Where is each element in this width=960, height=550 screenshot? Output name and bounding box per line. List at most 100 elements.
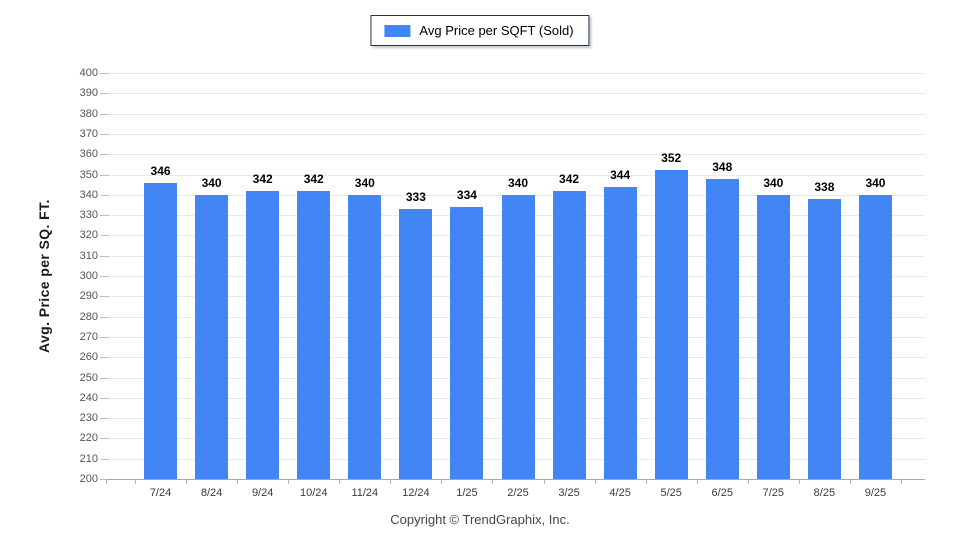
x-axis-tick (594, 480, 596, 484)
y-axis-tick (100, 154, 109, 156)
y-axis-tick-label: 350 (79, 168, 98, 181)
y-axis-tick (100, 255, 109, 257)
legend-color-swatch-icon (384, 24, 411, 37)
x-axis-tick (441, 480, 443, 484)
y-axis-tick (100, 194, 109, 196)
x-axis-tick-label: 4/25 (609, 487, 631, 499)
y-axis-tick-label: 400 (79, 67, 98, 79)
y-axis-tick-label: 250 (79, 371, 98, 384)
bar-value-label: 338 (814, 179, 835, 194)
x-axis-tick-label: 8/24 (200, 487, 223, 499)
bar (246, 190, 280, 479)
y-axis-tick (100, 397, 109, 399)
bar-value-label: 346 (150, 163, 171, 178)
y-axis-tick (100, 235, 109, 237)
y-axis-tick (100, 336, 109, 338)
bar (297, 190, 331, 479)
gridline (106, 154, 925, 156)
bar-value-label: 352 (661, 151, 682, 166)
bar-value-label: 340 (354, 175, 375, 190)
bar (195, 194, 229, 479)
x-axis-tick (901, 480, 902, 484)
x-axis-tick-label: 7/24 (149, 487, 172, 499)
x-axis-tick (849, 480, 851, 484)
x-axis-tick-label: 11/24 (351, 487, 379, 499)
x-axis-tick (543, 480, 545, 484)
bar-value-label: 344 (610, 167, 631, 182)
bar (450, 206, 484, 479)
y-axis-tick (100, 357, 109, 359)
x-axis-tick-label: 1/25 (456, 487, 478, 499)
bar (399, 209, 433, 479)
y-axis-tick (100, 438, 109, 440)
x-axis-tick (186, 480, 188, 484)
x-axis-tick-label: 5/25 (660, 487, 682, 499)
footer-copyright: Copyright © TrendGraphix, Inc. (390, 512, 570, 527)
y-axis-tick-label: 280 (79, 310, 98, 323)
bar-value-label: 340 (763, 175, 784, 190)
bar-value-label: 342 (303, 171, 324, 186)
bar-value-label: 348 (712, 159, 733, 174)
x-axis-tick (339, 480, 341, 484)
bar (144, 182, 178, 479)
x-axis-tick (390, 480, 392, 484)
bar (552, 190, 586, 479)
y-axis-tick-label: 270 (79, 330, 98, 343)
x-axis-tick-label: 3/25 (558, 487, 580, 499)
bar (603, 186, 637, 479)
y-axis-tick (100, 296, 109, 298)
y-axis-tick-label: 260 (79, 351, 98, 364)
gridline (106, 113, 925, 115)
bar-value-label: 333 (405, 190, 426, 204)
y-axis-tick (100, 113, 109, 115)
y-axis-tick (100, 215, 109, 217)
y-axis-tick (100, 73, 109, 74)
y-axis-tick-label: 310 (79, 249, 98, 262)
bar (807, 198, 841, 479)
x-axis-tick (106, 480, 107, 484)
bar (705, 178, 739, 479)
bar (858, 194, 892, 479)
bar (756, 194, 790, 479)
x-axis-tick-label: 7/25 (762, 487, 785, 499)
gridline (106, 174, 925, 176)
y-axis-tick-label: 380 (79, 107, 98, 120)
y-axis-tick (100, 418, 109, 420)
x-axis-tick-label: 9/25 (864, 487, 887, 499)
x-axis-tick-label: 12/24 (402, 487, 430, 499)
bar-value-label: 340 (865, 175, 886, 190)
bar-value-label: 342 (559, 171, 580, 186)
bar (501, 194, 535, 479)
y-axis-tick (100, 276, 109, 277)
y-axis-tick-label: 210 (79, 452, 98, 465)
x-axis-tick-label: 2/25 (507, 487, 529, 499)
x-axis-tick (288, 480, 290, 484)
bar (348, 194, 382, 479)
y-axis-tick-label: 290 (79, 290, 98, 303)
x-axis-tick-label: 10/24 (299, 487, 328, 499)
y-axis-tick (100, 479, 109, 480)
y-axis-tick-label: 220 (79, 432, 98, 445)
bar-value-label: 342 (252, 171, 273, 186)
x-axis-tick (237, 480, 239, 484)
y-axis-tick-label: 330 (79, 209, 98, 222)
y-axis-tick-label: 200 (79, 473, 98, 485)
x-axis-tick (747, 480, 749, 484)
x-axis-tick-label: 6/25 (711, 487, 733, 499)
y-axis-tick-label: 300 (79, 270, 98, 282)
x-axis-tick (135, 480, 136, 484)
bar-value-label: 334 (456, 187, 477, 202)
y-axis-tick-label: 240 (79, 391, 98, 404)
x-axis-tick-label: 8/25 (813, 487, 836, 499)
y-axis-tick-label: 320 (79, 229, 98, 242)
x-axis-tick (696, 480, 698, 484)
y-axis-tick (100, 133, 109, 135)
gridline (106, 133, 925, 135)
legend: Avg Price per SQFT (Sold) (370, 15, 590, 46)
bar-value-label: 340 (201, 175, 222, 190)
bar-value-label: 340 (507, 175, 529, 190)
y-axis-tick (100, 377, 109, 379)
y-axis-tick (100, 316, 109, 318)
y-axis-tick (100, 93, 109, 95)
